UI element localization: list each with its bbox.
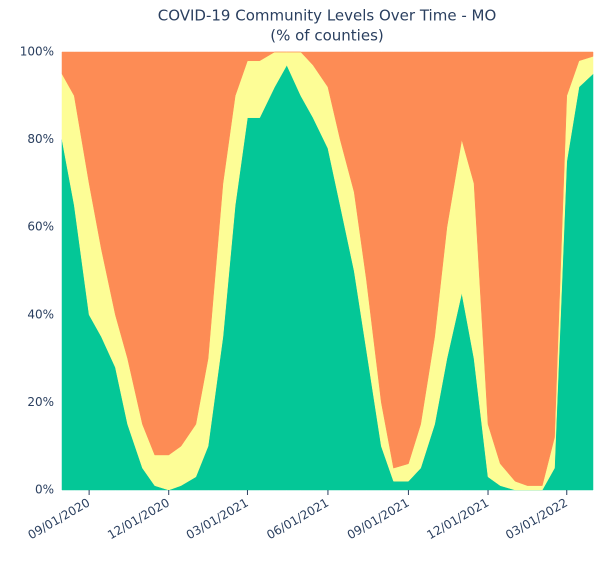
x-tick-label: 12/01/2020 (105, 496, 172, 543)
x-tick-label: 06/01/2021 (264, 496, 331, 543)
x-tick-label: 09/01/2020 (25, 496, 92, 543)
x-tick-label: 03/01/2022 (503, 496, 570, 543)
area (61, 51, 594, 486)
x-tick-label: 12/01/2021 (424, 496, 491, 543)
chart-title: COVID-19 Community Levels Over Time - MO (158, 7, 497, 25)
y-tick-label: 0% (35, 483, 54, 497)
y-tick-label: 20% (27, 395, 54, 409)
x-tick-label: 09/01/2021 (345, 496, 412, 543)
x-tick-label: 03/01/2021 (184, 496, 251, 543)
y-tick-label: 80% (27, 132, 54, 146)
chart-subtitle: (% of counties) (270, 27, 383, 45)
y-tick-label: 40% (27, 307, 54, 321)
y-tick-label: 100% (20, 45, 54, 59)
y-tick-label: 60% (27, 220, 54, 234)
